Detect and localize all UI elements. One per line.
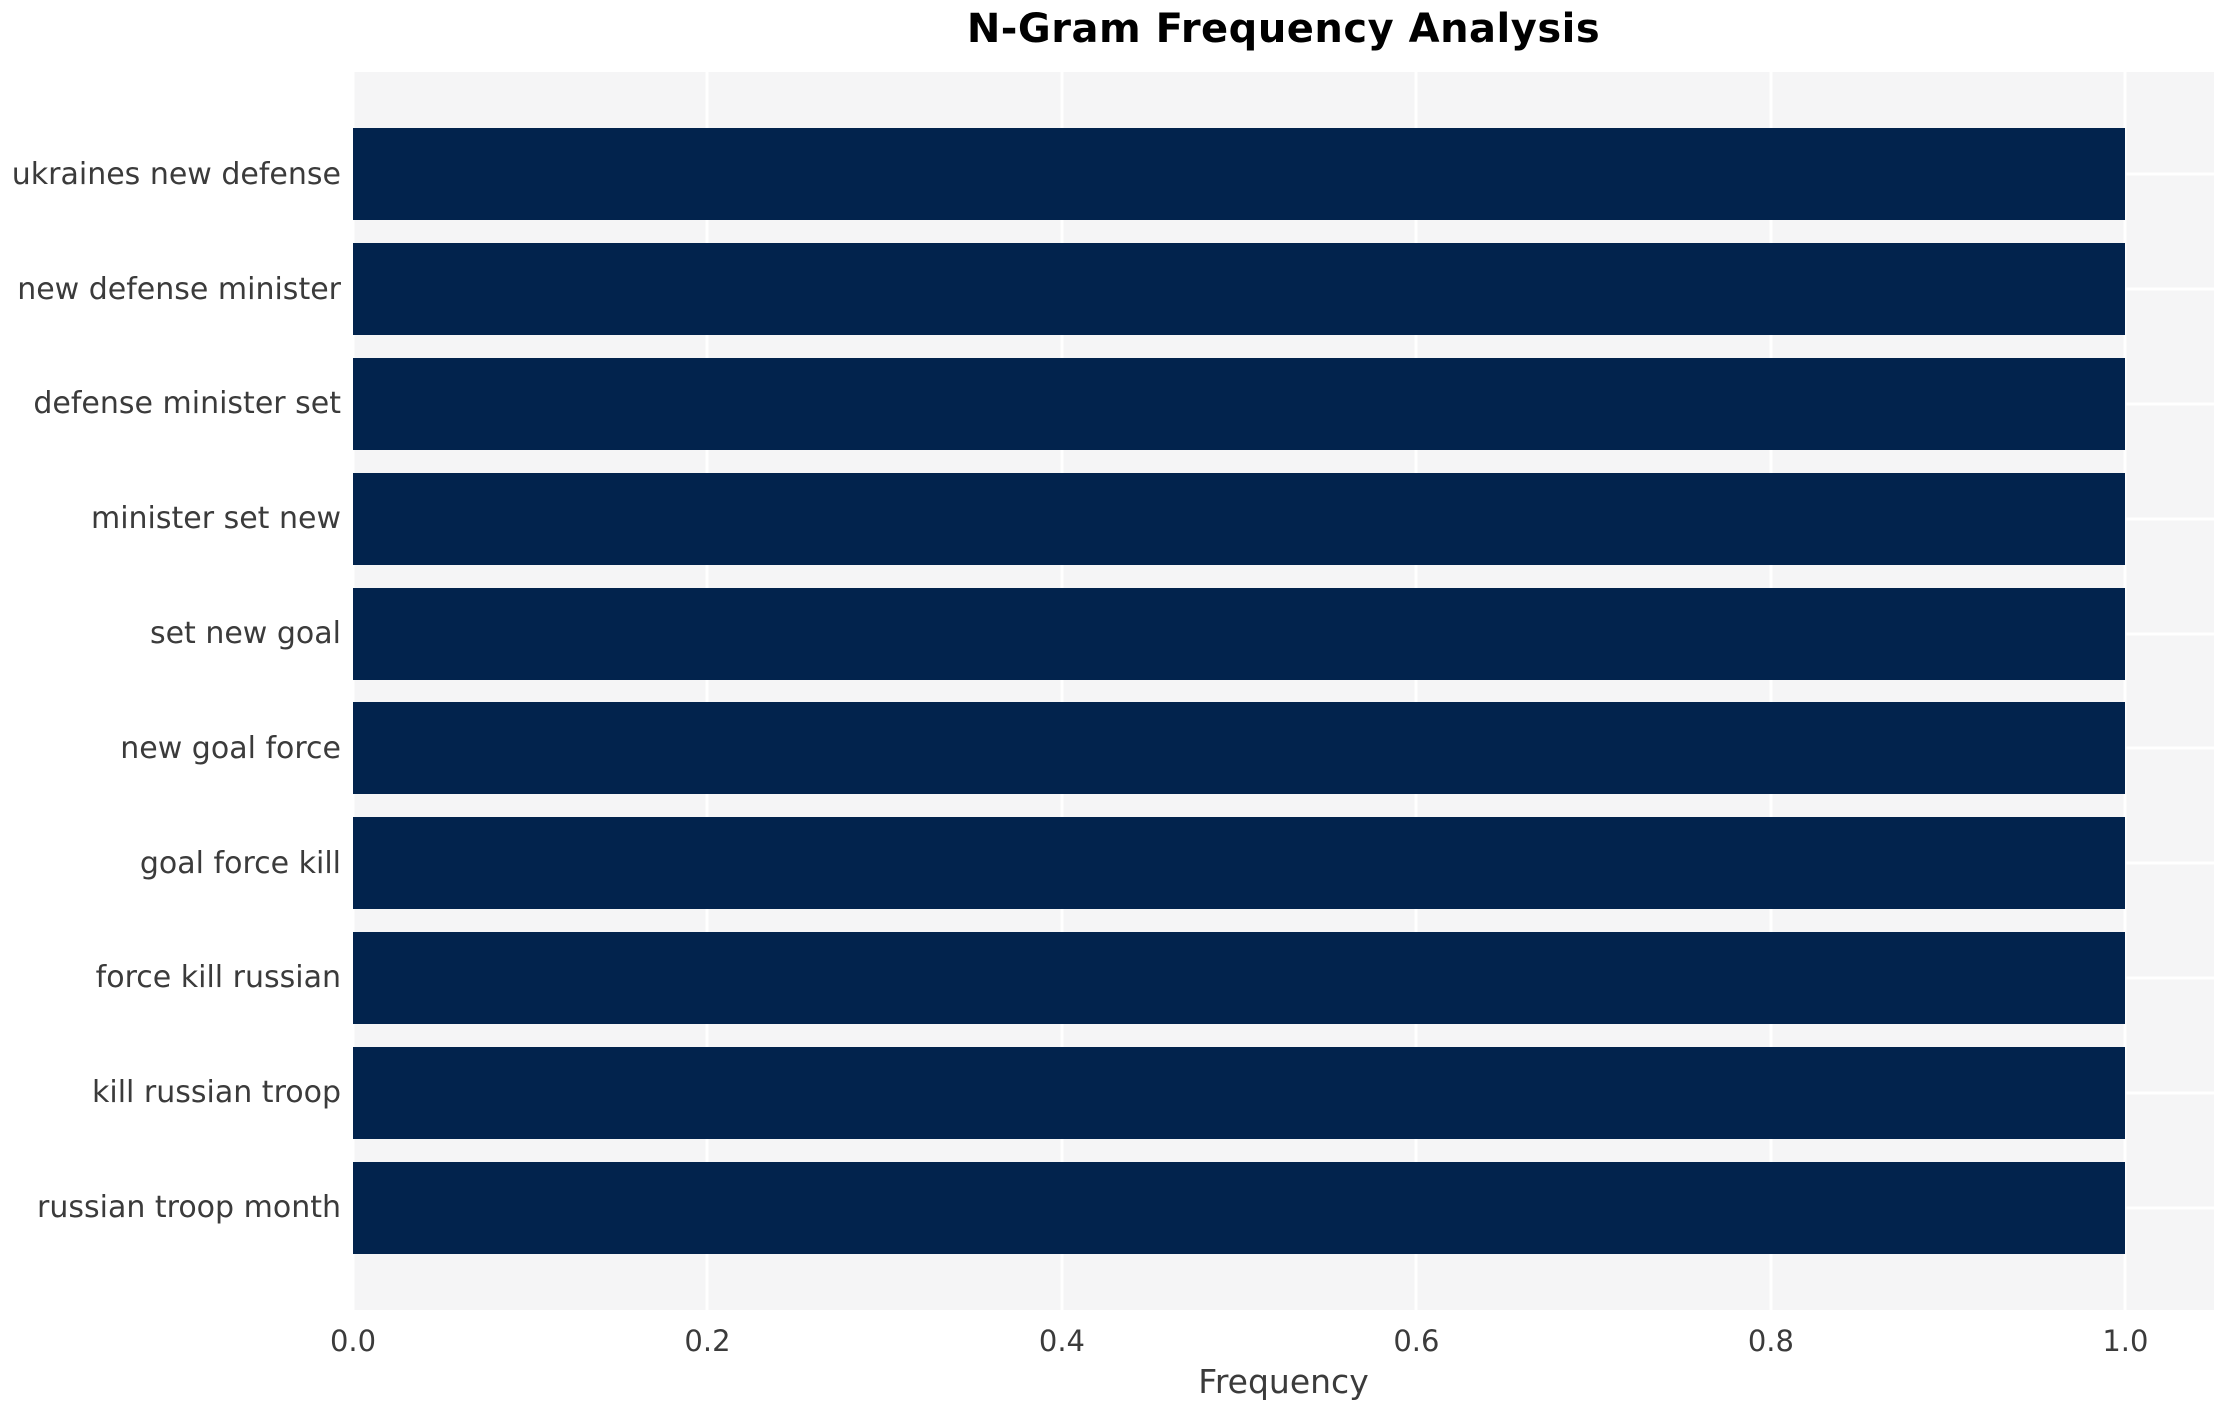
bar-row (353, 1150, 2214, 1265)
bar-defense-minister-set (353, 357, 2126, 450)
y-tick-label: force kill russian (95, 960, 341, 996)
y-tick-label: set new goal (149, 616, 341, 652)
y-tick-label: goal force kill (139, 845, 341, 881)
x-tick-label: 1.0 (2102, 1324, 2149, 1358)
bar-row (353, 921, 2214, 1036)
vertical-gridline (1769, 72, 1773, 1310)
x-tick-label: 0.2 (684, 1324, 731, 1358)
bar-row (353, 347, 2214, 462)
x-tick-label: 0.0 (329, 1324, 377, 1358)
vertical-gridline (1060, 72, 1064, 1310)
bar-row (353, 691, 2214, 806)
y-axis-labels: ukraines new defense new defense minister… (0, 117, 341, 1265)
bar-goal-force-kill (353, 817, 2126, 910)
x-axis-ticks: 0.0 0.2 0.4 0.6 0.8 1.0 (330, 1324, 2214, 1360)
vertical-gridline (705, 72, 709, 1310)
bar-new-goal-force (353, 702, 2126, 795)
vertical-gridline (2123, 72, 2127, 1310)
x-axis-label: Frequency (1198, 1362, 1369, 1401)
y-tick-label: ukraines new defense (11, 156, 341, 192)
bar-kill-russian-troop (353, 1046, 2126, 1139)
y-tick-label: minister set new (90, 501, 341, 537)
bar-set-new-goal (353, 587, 2126, 680)
bar-row (353, 461, 2214, 576)
bar-minister-set-new (353, 472, 2126, 565)
x-tick-label: 0.8 (1747, 1324, 1794, 1358)
bar-force-kill-russian (353, 931, 2126, 1024)
vertical-gridline (1414, 72, 1418, 1310)
y-tick-label: defense minister set (33, 386, 341, 422)
y-tick-label: russian troop month (37, 1190, 341, 1226)
bar-new-defense-minister (353, 243, 2126, 336)
bar-row (353, 576, 2214, 691)
bar-row (353, 117, 2214, 232)
bar-row (353, 232, 2214, 347)
bar-ukraines-new-defense (353, 128, 2126, 221)
x-tick-label: 0.4 (1038, 1324, 1085, 1358)
y-tick-label: kill russian troop (92, 1075, 341, 1111)
bar-row (353, 1035, 2214, 1150)
y-tick-label: new defense minister (17, 271, 341, 307)
vertical-gridline (351, 72, 355, 1310)
bar-russian-troop-month (353, 1161, 2126, 1254)
y-tick-label: new goal force (120, 730, 341, 766)
plot-area (351, 72, 2214, 1310)
x-tick-label: 0.6 (1393, 1324, 1440, 1358)
bar-row (353, 806, 2214, 921)
chart-title: N-Gram Frequency Analysis (966, 6, 1601, 52)
